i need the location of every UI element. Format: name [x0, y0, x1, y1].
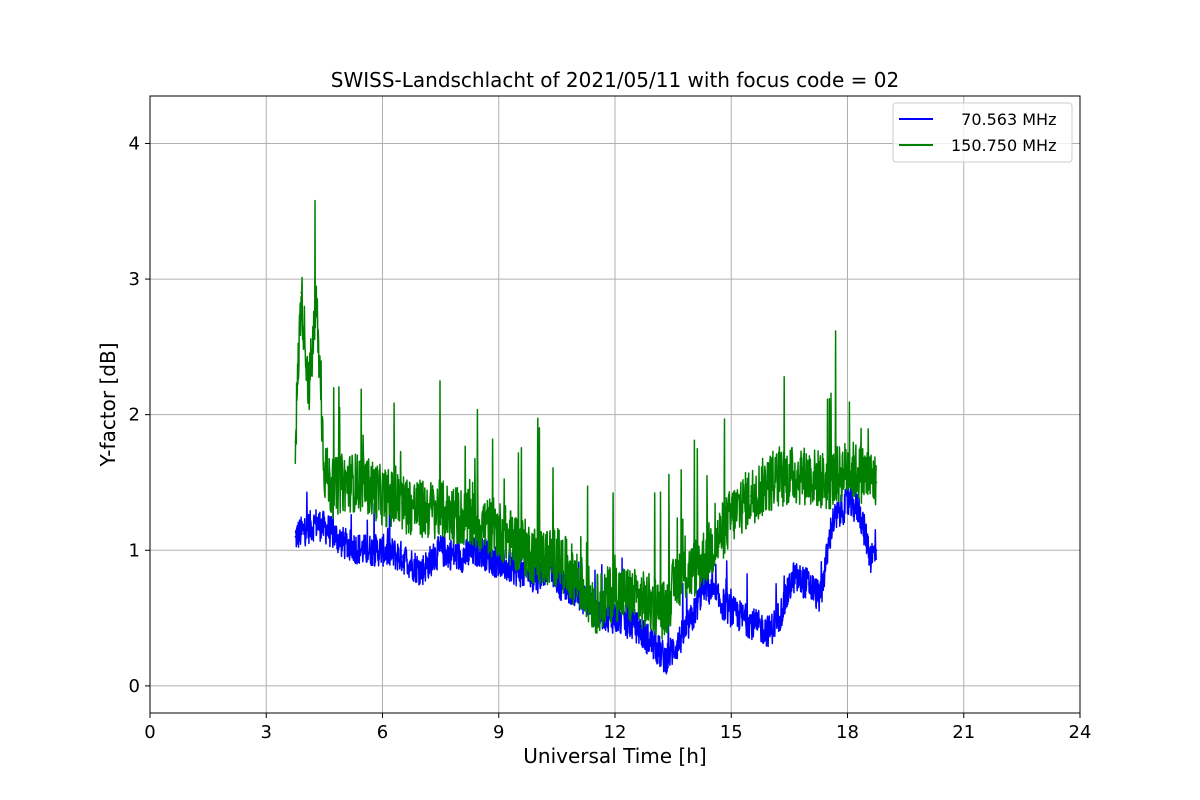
data-point — [792, 576, 795, 579]
series-line-1 — [294, 199, 877, 640]
x-tick-label: 15 — [720, 722, 743, 743]
x-tick-label: 21 — [952, 722, 975, 743]
data-point — [497, 529, 500, 531]
data-point — [327, 529, 330, 531]
y-axis-label: Y-factor [dB] — [96, 342, 120, 467]
data-point — [315, 522, 318, 524]
data-point — [875, 549, 878, 552]
data-point — [714, 542, 717, 545]
data-point — [753, 624, 756, 626]
data-point — [536, 556, 539, 558]
x-tick-label: 18 — [836, 722, 859, 743]
data-point — [749, 495, 752, 497]
y-tick-label: 0 — [129, 676, 140, 697]
data-point — [869, 556, 872, 558]
data-point — [633, 596, 636, 599]
data-point — [478, 522, 481, 524]
data-point — [575, 576, 578, 579]
data-point — [420, 569, 423, 572]
data-point — [730, 610, 733, 613]
data-point — [788, 474, 791, 477]
data-point — [827, 481, 829, 484]
data-point — [676, 576, 678, 579]
data-point — [742, 617, 744, 619]
x-tick-label: 9 — [493, 722, 504, 743]
data-point — [308, 386, 310, 389]
data-point — [769, 481, 771, 484]
data-point — [614, 590, 616, 592]
data-point — [362, 481, 364, 484]
data-point — [594, 603, 597, 606]
data-point — [730, 515, 733, 518]
data-point — [342, 542, 345, 545]
data-point — [401, 502, 403, 504]
data-point — [780, 610, 783, 613]
data-point — [831, 522, 833, 524]
data-point — [304, 529, 306, 531]
data-point — [342, 481, 345, 484]
legend: 70.563 MHz 150.750 MHz — [892, 102, 1073, 163]
data-point — [362, 549, 364, 552]
data-point — [769, 630, 771, 633]
data-point — [819, 596, 822, 599]
data-point — [866, 474, 868, 477]
data-point — [381, 495, 384, 497]
data-point — [517, 569, 519, 572]
data-point — [420, 508, 423, 511]
x-tick-label: 6 — [377, 722, 388, 743]
data-point — [846, 468, 849, 470]
data-point — [807, 474, 810, 477]
data-point — [652, 644, 655, 646]
data-point — [875, 481, 878, 484]
series-layer — [294, 199, 878, 675]
legend-box — [892, 102, 1073, 163]
data-point — [807, 583, 810, 585]
data-point — [439, 549, 442, 552]
data-point — [556, 556, 558, 558]
data-point — [331, 488, 333, 491]
data-point — [439, 508, 442, 511]
y-tick-label: 3 — [129, 269, 140, 290]
x-tick-label: 0 — [144, 722, 155, 743]
data-point — [676, 644, 678, 646]
data-point — [323, 468, 326, 470]
x-axis-label: Universal Time [h] — [523, 744, 706, 768]
data-point — [614, 617, 616, 619]
data-point — [381, 549, 384, 552]
y-tick-label: 4 — [129, 133, 140, 154]
data-point — [401, 556, 403, 558]
data-point — [691, 617, 694, 619]
data-point — [294, 535, 297, 538]
x-tick-label: 3 — [261, 722, 272, 743]
x-tick-label: 12 — [604, 722, 627, 743]
data-point — [497, 563, 500, 565]
data-point — [517, 542, 519, 545]
legend-label-70mhz: 70.563 MHz — [951, 110, 1056, 129]
data-point — [664, 657, 667, 660]
data-point — [459, 515, 461, 518]
chart-title: SWISS-Landschlacht of 2021/05/11 with fo… — [331, 68, 899, 92]
data-point — [664, 610, 667, 613]
data-point — [691, 569, 694, 572]
x-tick-label: 24 — [1069, 722, 1092, 743]
y-tick-label: 1 — [129, 540, 140, 561]
data-point — [846, 502, 849, 504]
data-point — [300, 291, 302, 294]
data-point — [858, 508, 860, 511]
data-point — [294, 440, 297, 443]
y-tick-label: 2 — [129, 405, 140, 426]
data-point — [714, 596, 717, 599]
series-1 — [294, 199, 878, 640]
data-point — [703, 556, 705, 558]
data-point — [459, 556, 461, 558]
data-point — [633, 624, 636, 626]
data-point — [652, 603, 655, 606]
legend-label-150mhz: 150.750 MHz — [951, 136, 1056, 155]
data-point — [315, 305, 318, 307]
